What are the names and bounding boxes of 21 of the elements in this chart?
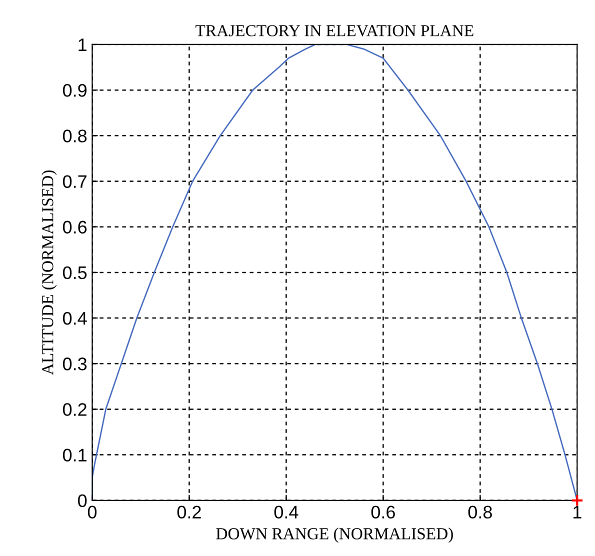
x-tick-label: 0 [88,506,97,519]
y-tick-label: 0.3 [62,358,87,370]
y-tick-label: 0.1 [62,448,86,462]
x-tick-label: 0.6 [371,506,395,519]
x-tick-label: 1 [574,506,582,518]
x-axis-title: DOWN RANGE (NORMALISED) [216,528,453,543]
x-tick-label: 0.4 [274,506,298,519]
line-series [92,44,578,500]
y-tick-label: 0 [78,494,87,508]
x-tick-label: 0.2 [177,506,201,519]
x-tick-label: 0.8 [468,506,492,519]
y-tick-label: 0.2 [62,403,86,416]
y-tick-label: 0.5 [62,266,87,280]
y-tick-label: 0.8 [62,130,87,142]
y-tick-label: 0.9 [62,84,87,97]
y-tick-label: 1 [78,38,86,52]
chart-title: TRAJECTORY IN ELEVATION PLANE [196,25,474,36]
y-tick-label: 0.7 [62,175,86,188]
y-axis-title: ALTITUDE (NORMALISED) [42,170,57,375]
y-tick-label: 0.4 [62,312,87,325]
y-tick-label: 0.6 [62,220,87,234]
